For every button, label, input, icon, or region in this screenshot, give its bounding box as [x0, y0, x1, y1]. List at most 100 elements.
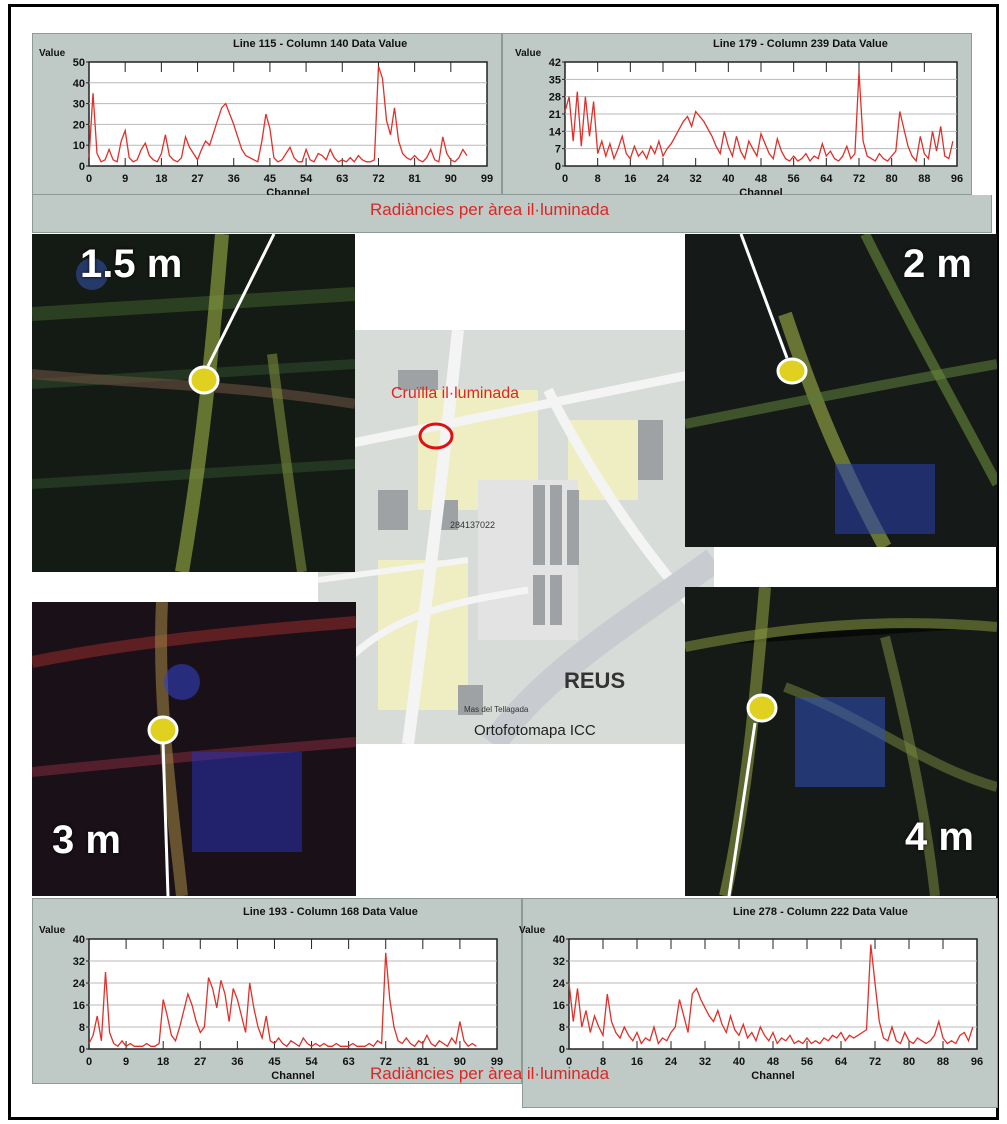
x-tick-label: 36 [228, 173, 240, 185]
chart-top-right: Line 179 - Column 239 Data Value Value 0 7 1… [515, 38, 963, 199]
y-tick-label: 32 [73, 956, 85, 968]
x-tick-label: 32 [690, 173, 702, 185]
x-tick-label: 0 [86, 173, 92, 185]
x-tick-label: 90 [445, 173, 457, 185]
x-axis-label: Channel [271, 1070, 314, 1082]
y-tick-label: 40 [553, 934, 565, 946]
y-tick-label: 28 [549, 92, 561, 104]
x-tick-label: 64 [835, 1056, 848, 1068]
chart-bottom-left: Line 193 - Column 168 Data ValueValue081… [39, 906, 503, 1082]
x-tick-label: 72 [380, 1056, 392, 1068]
x-tick-label: 81 [409, 173, 421, 185]
x-tick-label: 0 [566, 1056, 572, 1068]
x-tick-label: 96 [951, 173, 963, 185]
x-tick-label: 88 [918, 173, 930, 185]
y-tick-label: 50 [73, 57, 85, 69]
image-3m-graphic [32, 602, 356, 896]
y-tick-label: 8 [559, 1022, 565, 1034]
x-tick-label: 32 [699, 1056, 711, 1068]
chart-panel-bottom-left: Line 193 - Column 168 Data Value Value 0 8 1… [32, 898, 522, 1084]
x-tick-label: 18 [155, 173, 167, 185]
y-tick-label: 8 [79, 1022, 85, 1034]
x-tick-label: 45 [264, 173, 276, 185]
y-tick-label: 16 [553, 1000, 565, 1012]
series-line [88, 66, 468, 163]
y-tick-label: 0 [79, 161, 85, 173]
pixel-marker-2m [739, 234, 808, 385]
radiance-caption-top: Radiàncies per àrea il·luminada [370, 200, 610, 219]
x-tick-label: 48 [767, 1056, 779, 1068]
y-tick-label: 7 [555, 144, 561, 156]
x-tick-label: 99 [491, 1056, 503, 1068]
y-axis-label: Value [39, 925, 66, 936]
y-tick-label: 21 [549, 109, 561, 121]
x-tick-label: 18 [157, 1056, 169, 1068]
image-4m-graphic [685, 587, 997, 896]
chart-panel-top-left: Line 115 - Column 140 Data Value Value 0 10… [32, 33, 502, 199]
chart-top-left: Line 115 - Column 140 Data Value Value 0 10… [39, 38, 493, 199]
x-axis-label: Channel [751, 1070, 794, 1082]
orthophoto-map: Cruïlla il·luminada 284137022 REUS Mas d… [318, 330, 714, 744]
map-code-label: 284137022 [450, 520, 496, 530]
x-tick-label: 40 [733, 1056, 745, 1068]
x-tick-label: 63 [343, 1056, 355, 1068]
y-tick-label: 20 [73, 119, 85, 131]
x-tick-label: 9 [122, 173, 128, 185]
plot-area [88, 61, 488, 167]
x-tick-label: 54 [300, 173, 313, 185]
y-tick-label: 35 [549, 74, 561, 86]
x-tick-label: 0 [562, 173, 568, 185]
y-axis-label: Value [515, 48, 542, 59]
x-tick-label: 99 [481, 173, 493, 185]
y-tick-label: 10 [73, 140, 85, 152]
series-line [568, 944, 974, 1045]
x-tick-label: 88 [937, 1056, 949, 1068]
map-graphic [318, 330, 714, 744]
x-tick-label: 36 [231, 1056, 243, 1068]
x-tick-label: 45 [268, 1056, 280, 1068]
chart-panel-bottom-right: Line 278 - Column 222 Data Value Value 0 8 1… [519, 898, 998, 1108]
y-tick-label: 24 [73, 978, 86, 990]
x-tick-label: 8 [595, 173, 601, 185]
y-axis-label: Value [519, 925, 546, 936]
image-3m: 3 m [32, 602, 356, 896]
image-2m: 2 m [685, 234, 997, 547]
plot-area [88, 938, 498, 1050]
y-tick-label: 16 [73, 1000, 85, 1012]
x-tick-label: 16 [624, 173, 636, 185]
x-tick-label: 56 [788, 173, 800, 185]
x-tick-label: 90 [454, 1056, 466, 1068]
image-1-5m: 1.5 m [32, 234, 355, 572]
x-tick-label: 96 [971, 1056, 983, 1068]
city-label: REUS [564, 668, 626, 693]
crossing-label: Cruïlla il·luminada [391, 385, 520, 402]
x-tick-label: 72 [372, 173, 384, 185]
place-label: Mas del Tellagada [464, 705, 529, 714]
image-4m: 4 m [685, 587, 997, 896]
chart-title: Line 115 - Column 140 Data Value [233, 38, 407, 50]
x-tick-label: 0 [86, 1056, 92, 1068]
x-tick-label: 16 [631, 1056, 643, 1068]
x-tick-label: 64 [820, 173, 833, 185]
radiance-caption-bottom: Radiàncies per àrea il·luminada [370, 1064, 610, 1083]
x-tick-label: 8 [600, 1056, 606, 1068]
chart-title: Line 179 - Column 239 Data Value [713, 38, 888, 50]
scale-label-3m: 3 m [52, 818, 121, 862]
x-tick-label: 24 [665, 1056, 678, 1068]
x-tick-label: 80 [903, 1056, 915, 1068]
y-tick-label: 0 [559, 1044, 565, 1056]
chart-title: Line 278 - Column 222 Data Value [733, 906, 908, 918]
chart-panel-top-right: Line 179 - Column 239 Data Value Value 0 7 1… [502, 33, 972, 199]
chart-bottom-right: Line 278 - Column 222 Data Value Value 0 8 1… [519, 906, 983, 1082]
pixel-marker-4m [727, 693, 778, 896]
image-1-5m-graphic [32, 234, 355, 572]
x-tick-label: 48 [755, 173, 767, 185]
caption-strip-top [32, 195, 992, 233]
x-tick-label: 54 [305, 1056, 318, 1068]
x-tick-label: 40 [722, 173, 734, 185]
x-tick-label: 63 [336, 173, 348, 185]
x-tick-label: 9 [123, 1056, 129, 1068]
series-line [564, 71, 954, 163]
series-line [88, 952, 477, 1048]
x-tick-label: 27 [194, 1056, 206, 1068]
